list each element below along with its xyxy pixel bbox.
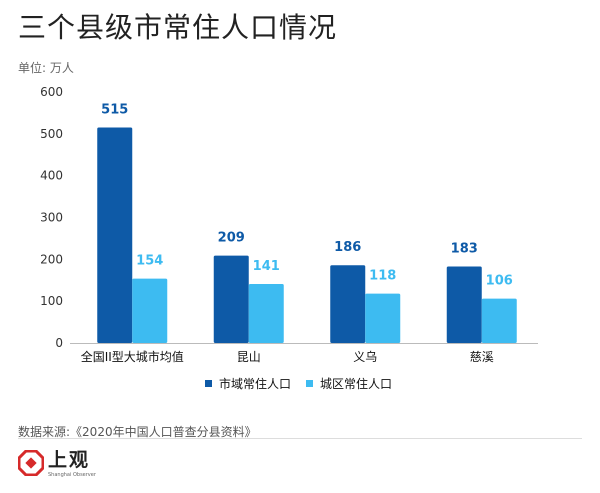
y-tick-label: 200 — [40, 252, 63, 266]
bar-secondary — [365, 293, 401, 343]
logo-mark-icon — [18, 450, 44, 476]
bar-primary — [446, 266, 482, 343]
bar-value-label: 186 — [334, 240, 361, 255]
bar-primary — [330, 265, 366, 343]
y-tick-label: 0 — [55, 336, 63, 350]
bar-value-label: 154 — [136, 254, 163, 269]
legend-swatch — [205, 380, 212, 387]
bar-secondary — [132, 278, 168, 343]
legend-swatch — [306, 380, 313, 387]
y-tick-label: 500 — [40, 127, 63, 141]
category-label: 昆山 — [237, 350, 261, 364]
y-tick-label: 300 — [40, 211, 63, 225]
footer-divider — [18, 438, 582, 439]
bar-value-label: 141 — [253, 259, 280, 274]
source-note: 数据来源:《2020年中国人口普查分县资料》 — [18, 425, 257, 439]
bar-chart: 0 100 200 300 400 500 600 全国II型大城市均值 昆山 义乌 慈溪 515… — [40, 85, 538, 391]
shanghai-observer-logo: 上观 Shanghai Observer — [18, 448, 98, 490]
logo-subtitle: Shanghai Observer — [48, 472, 96, 478]
bar-secondary — [248, 284, 284, 343]
category-label: 全国II型大城市均值 — [81, 349, 184, 364]
bar-group: 515 154 209 141 186 118 183 106 — [97, 103, 517, 343]
legend-label: 城区常住人口 — [320, 377, 392, 391]
bar-secondary — [481, 298, 517, 343]
bar-value-label: 515 — [101, 103, 128, 118]
y-tick-label: 600 — [40, 85, 63, 99]
bar-value-label: 118 — [369, 269, 396, 284]
y-tick-label: 400 — [40, 169, 63, 183]
bar-value-label: 183 — [451, 241, 478, 256]
logo-text: 上观 — [48, 449, 91, 471]
chart-title: 三个县级市常住人口情况 — [18, 11, 338, 44]
unit-label: 单位: 万人 — [18, 61, 74, 75]
category-label: 义乌 — [353, 349, 377, 364]
legend-label: 市域常住人口 — [219, 376, 291, 391]
bar-value-label: 209 — [218, 231, 245, 246]
category-label: 慈溪 — [470, 349, 494, 364]
bar-primary — [97, 127, 133, 343]
bar-primary — [213, 255, 249, 343]
x-axis: 全国II型大城市均值 昆山 义乌 慈溪 — [70, 343, 538, 364]
y-axis: 0 100 200 300 400 500 600 — [40, 85, 63, 350]
y-tick-label: 100 — [40, 294, 63, 308]
chart-legend: 市域常住人口 城区常住人口 — [205, 376, 392, 391]
bar-value-label: 106 — [486, 274, 513, 289]
